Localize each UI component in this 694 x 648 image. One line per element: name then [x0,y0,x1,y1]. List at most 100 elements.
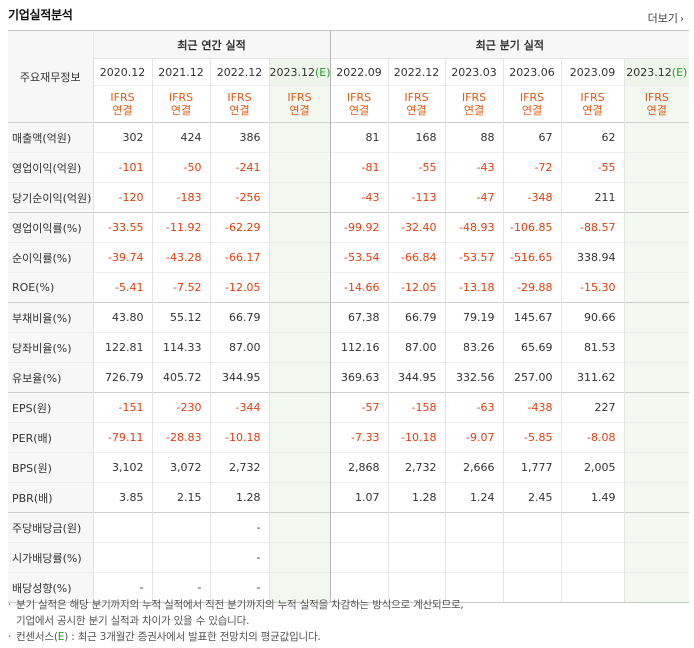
metric-value: -348 [502,182,562,213]
metric-label: PBR(배) [8,482,93,513]
metric-value: 344.95 [209,362,269,393]
metric-value: 62 [560,122,625,153]
accounting-basis: IFRS 연결 [560,85,625,123]
metric-value: 3,102 [92,452,152,483]
metric-value: 43.80 [92,302,152,333]
metric-value [623,242,690,273]
metric-value [623,332,690,363]
metric-value: 1.24 [444,482,504,513]
metric-row: 매출액(억원) 302 424 386 81 168 88 67 62 [8,122,690,153]
metric-value: -33.55 [92,212,152,243]
metric-value [268,452,331,483]
metric-label: 매출액(억원) [8,122,93,153]
metric-value [502,512,562,543]
metric-value: 344.95 [387,362,446,393]
metric-value [268,272,331,303]
metric-value: 1,777 [502,452,562,483]
metric-value: -57 [329,392,389,423]
metric-label: 순이익률(%) [8,242,93,273]
consolidated-label: 연결 [463,104,485,117]
period-header: 2023.06 [502,58,562,86]
metric-value: 2.45 [502,482,562,513]
metric-value: -438 [502,392,562,423]
metric-value [444,512,504,543]
metric-value: -10.18 [387,422,446,453]
metric-value [623,272,690,303]
metric-value: -12.05 [209,272,269,303]
metric-value: -101 [92,152,152,183]
period-header: 2023.09 [560,58,625,86]
period-label: 2023.06 [509,65,555,79]
period-header: 2022.12 [209,58,269,86]
metric-value: -50 [151,152,210,183]
metric-value: 369.63 [329,362,389,393]
footnotes: · 분기 실적은 해당 분기까지의 누적 실적에서 직전 분기까지의 누적 실적을… [8,597,464,645]
period-header: 2021.12 [151,58,210,86]
metric-value: 386 [209,122,269,153]
metric-value: -66.17 [209,242,269,273]
metric-value: 1.28 [387,482,446,513]
footnote-2: · 컨센서스(E) : 최근 3개월간 증권사에서 발표한 전망치의 평균값입니다… [8,631,321,643]
metric-value: -48.93 [444,212,504,243]
period-header: 2020.12 [92,58,152,86]
metric-value: -72 [502,152,562,183]
footnote-1: · 분기 실적은 해당 분기까지의 누적 실적에서 직전 분기까지의 누적 실적을… [8,599,464,611]
metric-row: EPS(원) -151 -230 -344 -57 -158 -63 -438 227 [8,392,690,423]
metric-row: 영업이익(억원) -101 -50 -241 -81 -55 -43 -72 -55 [8,152,690,183]
metric-row: 주당배당금(원) - [8,512,690,543]
metric-value: -43 [329,182,389,213]
metric-value: 79.19 [444,302,504,333]
metric-value [502,572,562,603]
metric-value: -516.65 [502,242,562,273]
accounting-basis: IFRS 연결 [151,85,210,123]
metric-row: BPS(원) 3,102 3,072 2,732 2,868 2,732 2,666 1,77… [8,452,690,483]
metric-value [387,572,446,603]
metric-value [268,332,331,363]
metric-value: 211 [560,182,625,213]
metric-value: 81 [329,122,389,153]
metric-value: 66.79 [209,302,269,333]
metric-value: -120 [92,182,152,213]
ifrs-label: IFRS [287,91,312,104]
metric-row: 유보율(%) 726.79 405.72 344.95 369.63 344.95 332.… [8,362,690,393]
chevron-right-icon: › [680,14,684,25]
metric-value: -7.33 [329,422,389,453]
metric-value: -32.40 [387,212,446,243]
metric-value [329,572,389,603]
ifrs-label: IFRS [168,91,194,104]
metric-value: 1.28 [209,482,269,513]
metric-value: 83.26 [444,332,504,363]
more-link[interactable]: 더보기 › [648,10,684,26]
metric-label: 시가배당률(%) [8,542,93,573]
accounting-basis: IFRS 연결 [209,85,269,123]
metric-value: 114.33 [151,332,210,363]
metric-value: -5.41 [92,272,152,303]
metric-value: 227 [560,392,625,423]
metric-value [502,542,562,573]
header-annual-group: 최근 연간 실적 [92,30,331,59]
metric-value: -53.57 [444,242,504,273]
consolidated-label: 연결 [112,104,133,117]
metric-value: -88.57 [560,212,625,243]
metric-value: 87.00 [209,332,269,363]
metric-value [268,572,331,603]
metric-value: 112.16 [329,332,389,363]
metric-row: 당기순이익(억원) -120 -183 -256 -43 -113 -47 -348 211 [8,182,690,213]
metric-value: 2,868 [329,452,389,483]
metric-value [623,122,690,153]
ifrs-label: IFRS [519,91,545,104]
metric-value [268,152,331,183]
metric-label: 영업이익률(%) [8,212,93,243]
metric-value: 3,072 [151,452,210,483]
metric-value: - [209,572,269,603]
metric-value: -55 [387,152,446,183]
metric-value: 2,732 [387,452,446,483]
metric-value: -81 [329,152,389,183]
metric-value: - [151,572,210,603]
metric-value [268,122,331,153]
metric-value: -13.18 [444,272,504,303]
metric-value: -29.88 [502,272,562,303]
accounting-basis: IFRS 연결 [92,85,152,123]
metric-value [387,512,446,543]
metric-value: - [209,512,269,543]
